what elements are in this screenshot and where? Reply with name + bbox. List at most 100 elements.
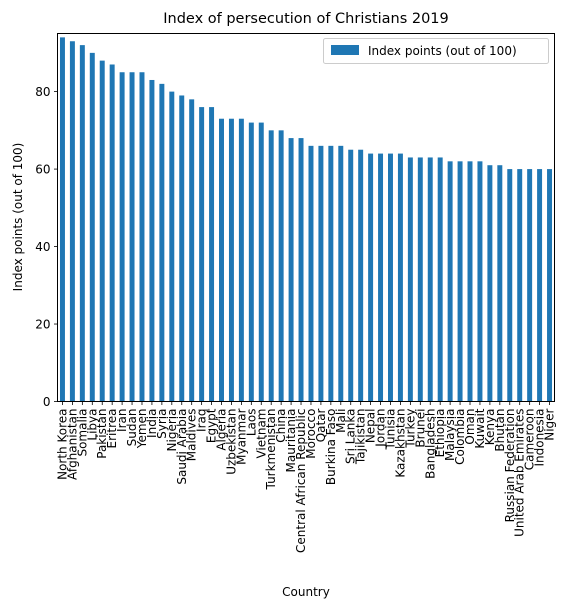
x-tick-label: Tunisia bbox=[383, 409, 397, 451]
bar bbox=[437, 157, 443, 402]
bar bbox=[487, 165, 493, 402]
bars-group bbox=[59, 37, 553, 402]
x-tick-label: Afghanistan bbox=[65, 409, 79, 480]
legend-swatch bbox=[331, 45, 359, 55]
bar bbox=[99, 60, 105, 402]
bar bbox=[447, 161, 453, 402]
bar bbox=[338, 145, 344, 402]
legend: Index points (out of 100) bbox=[323, 38, 549, 64]
x-tick-label: India bbox=[145, 409, 159, 438]
bar bbox=[348, 149, 354, 402]
y-tick-label: 60 bbox=[35, 162, 50, 176]
x-tick-label: China bbox=[274, 409, 288, 443]
x-tick-label: Malaysia bbox=[443, 409, 457, 461]
bar bbox=[378, 153, 384, 402]
bar bbox=[298, 138, 304, 402]
x-tick-label: Turkey bbox=[403, 409, 417, 449]
x-tick-label: Nigeria bbox=[165, 409, 179, 452]
x-tick-label: Yemen bbox=[135, 409, 149, 450]
y-axis: 0 20 40 60 80 bbox=[35, 85, 58, 409]
bar bbox=[79, 45, 85, 402]
x-tick-label: Kenya bbox=[483, 409, 497, 446]
bar bbox=[278, 130, 284, 402]
bar bbox=[119, 72, 125, 402]
x-tick-label: Eritrea bbox=[105, 409, 119, 449]
x-tick-label: Colombia bbox=[453, 409, 467, 465]
x-tick-label: Nepal bbox=[364, 409, 378, 444]
bar bbox=[209, 107, 215, 402]
bar bbox=[388, 153, 393, 402]
x-tick-label: Syria bbox=[155, 409, 169, 439]
bar bbox=[497, 165, 503, 402]
bar bbox=[149, 79, 155, 402]
bar bbox=[427, 157, 433, 402]
x-tick-label: Maldives bbox=[185, 409, 199, 462]
x-tick-label: Algeria bbox=[215, 409, 229, 451]
x-tick-label: Bangladesh bbox=[423, 409, 437, 479]
x-tick-label: Morocco bbox=[304, 409, 318, 459]
bar bbox=[109, 64, 115, 402]
bar bbox=[407, 157, 413, 402]
bar bbox=[238, 118, 244, 402]
x-tick-label: Bhutan bbox=[493, 409, 507, 452]
chart-title: Index of persecution of Christians 2019 bbox=[163, 11, 449, 27]
bar bbox=[248, 122, 254, 402]
bar bbox=[59, 37, 65, 402]
bar bbox=[467, 161, 473, 402]
bar bbox=[537, 169, 543, 402]
bar bbox=[368, 153, 374, 402]
bar bbox=[308, 145, 314, 402]
x-tick-label: Vietnam bbox=[254, 409, 268, 459]
legend-label: Index points (out of 100) bbox=[368, 44, 517, 58]
bar bbox=[358, 149, 364, 402]
x-tick-label: Laos bbox=[244, 409, 258, 437]
x-tick-label: Myanmar bbox=[234, 408, 248, 464]
x-tick-label: Libya bbox=[85, 409, 99, 441]
bar bbox=[507, 169, 513, 402]
x-tick-label: United Arab Emirates bbox=[513, 409, 527, 537]
x-tick-label: Sudan bbox=[125, 409, 139, 447]
x-tick-label: Sri Lanka bbox=[344, 409, 358, 464]
x-tick-label: Burkina Faso bbox=[324, 409, 338, 486]
x-tick-label: Kuwait bbox=[473, 408, 487, 448]
x-tick-label: Qatar bbox=[314, 408, 328, 442]
x-tick-label: Iraq bbox=[195, 409, 209, 432]
x-tick-label: Jordan bbox=[374, 409, 388, 448]
bar bbox=[328, 145, 334, 402]
bar bbox=[219, 118, 224, 402]
x-tick-label: Tajikistan bbox=[354, 409, 368, 466]
bar bbox=[457, 161, 463, 402]
bar bbox=[69, 41, 75, 402]
bar bbox=[517, 169, 523, 402]
bar bbox=[179, 95, 185, 402]
x-axis: North KoreaAfghanistanSomaliaLibyaPakist… bbox=[55, 401, 557, 553]
x-axis-label: Country bbox=[282, 585, 330, 599]
x-tick-label: Oman bbox=[463, 409, 477, 445]
bar bbox=[159, 83, 165, 402]
x-tick-label: Brunei bbox=[413, 409, 427, 448]
x-tick-label: Somalia bbox=[75, 409, 89, 457]
x-tick-label: Uzbekistan bbox=[224, 409, 238, 475]
x-tick-label: Russian Federation bbox=[503, 409, 517, 523]
bar bbox=[397, 153, 403, 402]
y-tick-label: 0 bbox=[43, 395, 51, 409]
y-axis-label: Index points (out of 100) bbox=[11, 143, 25, 292]
bar bbox=[527, 169, 533, 402]
bar bbox=[169, 91, 175, 402]
x-tick-label: Turkmenistan bbox=[264, 409, 278, 491]
x-tick-label: Mali bbox=[334, 409, 348, 433]
y-tick-label: 40 bbox=[35, 240, 50, 254]
bar bbox=[547, 169, 553, 402]
bar bbox=[189, 99, 195, 402]
x-tick-label: Kazakhstan bbox=[393, 409, 407, 478]
x-tick-label: Indonesia bbox=[533, 409, 547, 467]
bar bbox=[417, 157, 423, 402]
x-tick-label: Niger bbox=[543, 408, 557, 440]
x-tick-label: Ethiopia bbox=[433, 409, 447, 458]
legend-box bbox=[323, 38, 549, 64]
x-tick-label: Mauritania bbox=[284, 409, 298, 473]
x-tick-label: Egypt bbox=[205, 408, 219, 443]
plot-frame bbox=[57, 33, 555, 402]
x-tick-label: Cameroon bbox=[523, 409, 537, 471]
x-tick-label: North Korea bbox=[55, 409, 69, 480]
